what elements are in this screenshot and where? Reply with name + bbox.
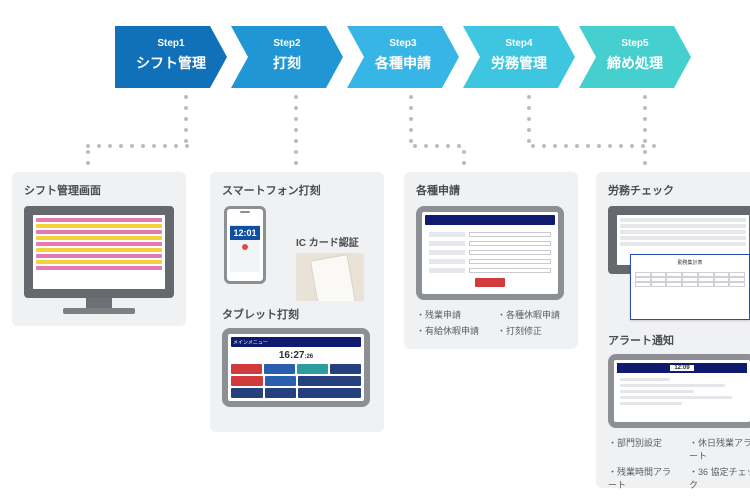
step-label: 打刻 (273, 53, 301, 73)
connector-dots (413, 144, 468, 148)
card-punch: スマートフォン打刻 12:01 IC カード認証 タブレット打刻 メインメニュー… (210, 172, 384, 432)
bullet: 有給休暇申請 (416, 324, 485, 337)
step-1: Step1 シフト管理 (115, 26, 227, 88)
alert-body (617, 375, 747, 419)
bullet: 部門別設定 (608, 436, 677, 462)
tablet-icon: メインメニュー 16:27:26 (222, 328, 370, 407)
card-title: 各種申請 (416, 182, 566, 198)
connector-dots (409, 95, 413, 150)
phone-icon: 12:01 (224, 206, 266, 284)
labor-report-doc: 勤務集計表 (630, 254, 750, 320)
alert-title: アラート通知 (608, 332, 750, 348)
step-5: Step5 締め処理 (579, 26, 691, 88)
step-label: 締め処理 (607, 53, 663, 73)
connector-dots (643, 95, 647, 172)
phone-time: 12:01 (230, 226, 260, 240)
monitor-icon (24, 206, 174, 314)
step-4: Step4 労務管理 (463, 26, 575, 88)
bullet: 残業申請 (416, 308, 485, 321)
connector-dots (294, 95, 298, 172)
form-preview (425, 227, 555, 291)
connector-dots (86, 144, 196, 148)
connector-dots (86, 150, 90, 172)
connector-dots (184, 95, 188, 150)
labor-bullets: 部門別設定 休日残業アラート 残業時間アラート 36 協定チェック (608, 436, 750, 491)
step-label: 各種申請 (375, 53, 431, 73)
step-num: Step5 (621, 38, 648, 49)
tablet-time: 16:27:26 (231, 349, 361, 362)
bullet: 各種休暇申請 (497, 308, 566, 321)
request-bullets: 残業申請 各種休暇申請 有給休暇申請 打刻修正 (416, 308, 566, 337)
card-labor: 労務チェック 勤務集計表 アラート通知 12:09 (596, 172, 750, 488)
tablet-icon (416, 206, 564, 300)
step-2: Step2 打刻 (231, 26, 343, 88)
card-shift-management: シフト管理画面 (12, 172, 186, 326)
card-title: シフト管理画面 (24, 182, 174, 198)
step-label: シフト管理 (136, 53, 206, 73)
bullet: 36 協定チェック (689, 465, 750, 491)
tablet-punch-title: タブレット打刻 (222, 306, 372, 322)
card-title: 労務チェック (608, 182, 750, 198)
step-flow: Step1 シフト管理 Step2 打刻 Step3 各種申請 Step4 労務… (115, 26, 691, 88)
step-num: Step3 (389, 38, 416, 49)
connector-dots (462, 150, 466, 172)
alert-header: 12:09 (617, 363, 747, 373)
step-num: Step4 (505, 38, 532, 49)
tablet-icon: 12:09 (608, 354, 750, 428)
step-3: Step3 各種申請 (347, 26, 459, 88)
bullet: 休日残業アラート (689, 436, 750, 462)
bullet: 打刻修正 (497, 324, 566, 337)
card-requests: 各種申請 残業申請 各種休暇申請 有給休暇申請 打刻修正 (404, 172, 578, 349)
step-num: Step1 (157, 38, 184, 49)
step-label: 労務管理 (491, 53, 547, 73)
bullet: 残業時間アラート (608, 465, 677, 491)
ic-card-thumb: IC カード認証 (296, 234, 364, 292)
ic-card-label: IC カード認証 (296, 234, 364, 249)
shift-grid (33, 215, 165, 275)
connector-dots (527, 95, 531, 150)
step-num: Step2 (273, 38, 300, 49)
doc-title: 勤務集計表 (631, 259, 749, 266)
card-title: スマートフォン打刻 (222, 182, 372, 198)
